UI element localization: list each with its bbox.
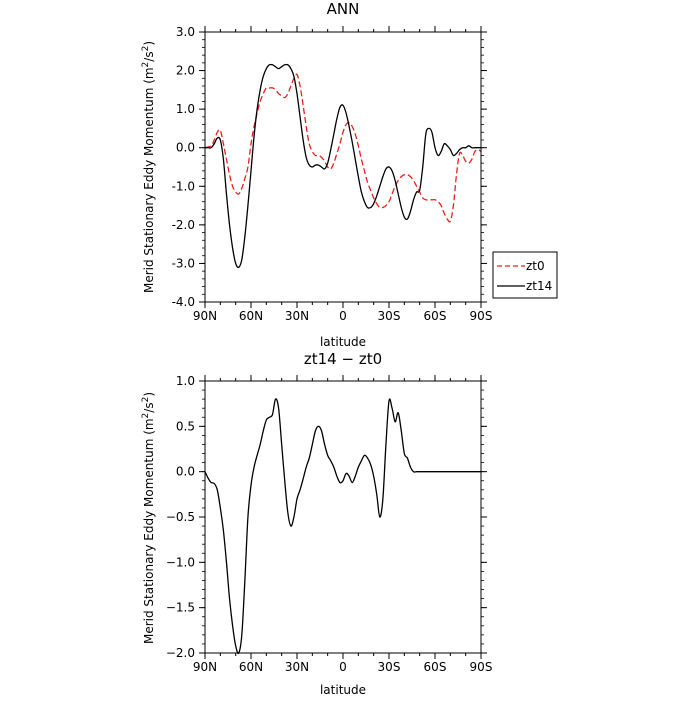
top-chart-x-tick-label: 60N (239, 309, 263, 323)
bottom-chart-plot-frame (204, 380, 482, 654)
bottom-chart-y-axis-label: Merid Stationary Eddy Momentum (m2/s2) (141, 392, 156, 644)
bottom-chart-x-tick-label: 30N (285, 660, 309, 674)
top-chart-x-tick-label: 0 (339, 309, 347, 323)
top-chart-y-tick-label: 1.0 (176, 102, 195, 116)
top-chart-x-tick-label: 90S (470, 309, 493, 323)
top-chart-x-tick-label: 30N (285, 309, 309, 323)
legend-label-zt0: zt0 (526, 259, 545, 273)
top-chart-title: ANN (327, 0, 360, 18)
bottom-chart-x-tick-label: 60S (424, 660, 447, 674)
bottom-chart-y-ticks: 1.0 0.5 0.0 −0.5 −1.0 −1.5 −2.0 (166, 374, 487, 660)
top-chart-x-tick-label: 90N (193, 309, 217, 323)
top-chart-panel: ANN 90N 60N 30N 0 30S 60S 90S 3.0 2.0 1.0 0.0 -1.0… (141, 0, 558, 349)
bottom-chart-series-group (204, 398, 481, 655)
top-chart-y-tick-label: 0.0 (176, 141, 195, 155)
bottom-chart-y-tick-label: −2.0 (166, 646, 195, 660)
top-chart-x-ticks: 90N 60N 30N 0 30S 60S 90S (193, 26, 493, 323)
top-chart-legend: zt0 zt14 (492, 251, 558, 299)
top-chart-y-tick-label: 2.0 (176, 64, 195, 78)
bottom-chart-y-tick-label: −1.0 (166, 555, 195, 569)
top-chart-series-line-zt14 (205, 63, 481, 269)
bottom-chart-y-tick-label: −0.5 (166, 510, 195, 524)
bottom-chart-x-tick-label: 90S (470, 660, 493, 674)
bottom-chart-x-tick-label: 90N (193, 660, 217, 674)
bottom-chart-x-ticks: 90N 60N 30N 0 30S 60S 90S (193, 375, 493, 674)
bottom-chart-y-tick-label: −1.5 (166, 601, 195, 615)
legend-label-zt14: zt14 (526, 279, 552, 293)
top-chart-y-tick-label: -1.0 (172, 179, 195, 193)
top-chart-y-tick-label: -2.0 (172, 218, 195, 232)
top-chart-x-tick-label: 60S (424, 309, 447, 323)
bottom-chart-y-tick-label: 0.0 (176, 465, 195, 479)
top-chart-y-tick-label: 3.0 (176, 25, 195, 39)
top-chart-y-tick-label: -4.0 (172, 295, 195, 309)
bottom-chart-x-tick-label: 0 (339, 660, 347, 674)
top-chart-x-tick-label: 30S (378, 309, 401, 323)
bottom-chart-title: zt14 − zt0 (304, 350, 382, 368)
bottom-chart-series-line-1 (204, 398, 481, 655)
legend-box (492, 251, 558, 299)
bottom-chart-x-tick-label: 30S (378, 660, 401, 674)
top-chart-y-tick-label: -3.0 (172, 256, 195, 270)
top-chart-series-line-zt0 (204, 73, 482, 223)
top-chart-y-axis-label: Merid Stationary Eddy Momentum (m2/s2) (141, 41, 156, 293)
bottom-chart-x-axis-label: latitude (320, 683, 366, 697)
bottom-chart-y-tick-label: 1.0 (176, 374, 195, 388)
top-chart-x-axis-label: latitude (320, 335, 366, 349)
top-chart-series-group (204, 63, 482, 269)
top-chart-plot-frame (204, 31, 482, 303)
bottom-chart-panel: zt14 − zt0 90N 60N 30N 0 30S 60S 90S 1.0 0.5 0.0… (141, 350, 492, 697)
top-chart-y-ticks: 3.0 2.0 1.0 0.0 -1.0 -2.0 -3.0 -4.0 (172, 25, 487, 309)
bottom-chart-y-tick-label: 0.5 (176, 419, 195, 433)
bottom-chart-x-tick-label: 60N (239, 660, 263, 674)
